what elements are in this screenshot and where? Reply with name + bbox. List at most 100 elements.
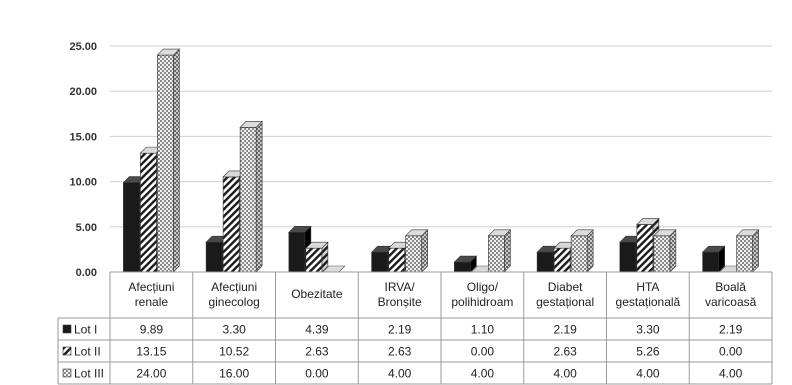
x-tick-label: Diabet bbox=[548, 280, 583, 294]
data-label: 0.00 bbox=[471, 345, 495, 359]
bar-lot-iii-side bbox=[504, 229, 511, 273]
x-tick-label: gestațională bbox=[616, 295, 681, 309]
bar-lot-iii-front bbox=[488, 235, 505, 273]
data-label: 4.00 bbox=[636, 367, 660, 381]
data-label: 3.30 bbox=[222, 323, 246, 337]
data-label: 1.10 bbox=[471, 323, 495, 337]
bar-lot-iii-side bbox=[669, 229, 677, 273]
bar-lot-i-front bbox=[371, 251, 388, 273]
bar-lot-i-top bbox=[288, 226, 312, 233]
legend-entry: Lot I bbox=[62, 323, 97, 337]
data-label: 16.00 bbox=[219, 367, 249, 381]
x-tick-label: renale bbox=[135, 295, 169, 309]
bar-lot-iii bbox=[156, 48, 181, 273]
legend-label: Lot I bbox=[74, 323, 97, 337]
legend-label: Lot II bbox=[74, 345, 101, 359]
data-label: 4.00 bbox=[719, 367, 743, 381]
bar-lot-iii-side bbox=[752, 229, 759, 273]
bar-lot-iii-side bbox=[586, 229, 594, 273]
legend-entry: Lot III bbox=[62, 367, 104, 381]
data-label: 4.39 bbox=[305, 323, 329, 337]
bar-lot-iii-side bbox=[421, 229, 428, 273]
data-label: 24.00 bbox=[136, 367, 166, 381]
bar-lot-ii bbox=[305, 241, 329, 273]
bar-lot-i-front bbox=[288, 232, 306, 273]
data-label: 13.15 bbox=[136, 345, 166, 359]
data-label: 4.00 bbox=[388, 367, 412, 381]
x-tick-label: Afecțiuni bbox=[211, 280, 257, 294]
data-label: 2.63 bbox=[553, 345, 577, 359]
data-label: 10.52 bbox=[219, 345, 249, 359]
legend-swatch bbox=[62, 346, 72, 356]
data-label: 3.30 bbox=[636, 323, 660, 337]
data-label: 0.00 bbox=[305, 367, 329, 381]
bar-lot-i-front bbox=[205, 241, 223, 273]
bar-lot-iii-top bbox=[156, 48, 181, 56]
data-label: 9.89 bbox=[140, 323, 164, 337]
bar-lot-ii-top bbox=[636, 218, 660, 225]
x-tick-label: Oligo/ bbox=[467, 280, 499, 294]
bar-lot-ii-front bbox=[222, 176, 240, 273]
bar-lot-iii-top bbox=[487, 229, 512, 237]
x-tick-label: gestațional bbox=[536, 295, 594, 309]
bar-lot-iii bbox=[239, 120, 263, 273]
data-label: 4.00 bbox=[553, 367, 577, 381]
x-tick-label: IRVA/ bbox=[385, 280, 416, 294]
bar-lot-iii-side bbox=[255, 120, 263, 273]
bar-lot-iii bbox=[653, 229, 677, 273]
bar-lot-i bbox=[453, 255, 478, 273]
bars bbox=[122, 48, 760, 273]
bar-lot-iii-top bbox=[239, 121, 263, 128]
x-tick-label: ginecolog bbox=[208, 295, 259, 309]
bar-lot-i-front bbox=[536, 251, 554, 273]
bar-lot-i-front bbox=[619, 241, 637, 273]
data-label: 5.26 bbox=[636, 345, 660, 359]
bar-lot-ii-front bbox=[636, 224, 654, 273]
y-tick-label: 25.00 bbox=[69, 41, 97, 53]
bar-lot-i-top bbox=[701, 245, 726, 253]
data-label: 0.00 bbox=[719, 345, 743, 359]
data-table: AfecțiunirenaleAfecțiuniginecologObezita… bbox=[57, 271, 773, 385]
x-tick-label: polihidroam bbox=[451, 295, 513, 309]
data-label: 2.19 bbox=[388, 323, 412, 337]
bar-lot-iii-front bbox=[239, 127, 257, 273]
bar-lot-i-front bbox=[454, 261, 471, 273]
legend-swatch bbox=[62, 368, 72, 378]
bar-lot-iii-side bbox=[173, 48, 180, 273]
y-axis-tick-labels: 0.00 5.00 10.00 15.00 20.00 25.00 bbox=[69, 41, 97, 279]
bar-lot-iii bbox=[487, 229, 512, 273]
bar-lot-iii-top bbox=[653, 229, 677, 237]
data-label: 2.19 bbox=[719, 323, 743, 337]
y-tick-label: 0.00 bbox=[76, 267, 97, 279]
bar-lot-ii-front bbox=[140, 152, 157, 273]
data-label: 4.00 bbox=[471, 367, 495, 381]
legend-swatch bbox=[62, 324, 72, 334]
data-label: 2.63 bbox=[305, 345, 329, 359]
x-tick-label: Boală bbox=[715, 280, 746, 294]
bar-lot-iii-front bbox=[405, 235, 422, 273]
bar-lot-i-front bbox=[702, 251, 719, 273]
x-tick-label: Afecțiuni bbox=[128, 280, 174, 294]
x-tick-label: HTA bbox=[636, 280, 659, 294]
bar-lot-iii-front bbox=[736, 235, 753, 273]
y-tick-label: 20.00 bbox=[69, 86, 97, 98]
x-tick-label: Obezitate bbox=[291, 287, 343, 301]
y-tick-label: 10.00 bbox=[69, 177, 97, 189]
bar-lot-i-top bbox=[453, 255, 478, 263]
data-label: 2.63 bbox=[388, 345, 412, 359]
bar-lot-i bbox=[701, 245, 726, 273]
bar-lot-iii-front bbox=[157, 54, 174, 273]
y-tick-label: 15.00 bbox=[69, 131, 97, 143]
bar-lot-ii-front bbox=[553, 247, 571, 273]
x-tick-label: Bronșite bbox=[378, 295, 422, 309]
bar-lot-iii bbox=[735, 229, 760, 273]
bar-lot-iii bbox=[404, 229, 429, 273]
x-tick-label: varicoasă bbox=[705, 295, 757, 309]
bar-lot-i-front bbox=[123, 182, 140, 273]
bar-lot-iii-front bbox=[570, 235, 588, 273]
y-tick-label: 5.00 bbox=[76, 222, 97, 234]
data-label: 2.19 bbox=[553, 323, 577, 337]
bar-lot-iii-front bbox=[653, 235, 671, 273]
legend-label: Lot III bbox=[74, 367, 104, 381]
